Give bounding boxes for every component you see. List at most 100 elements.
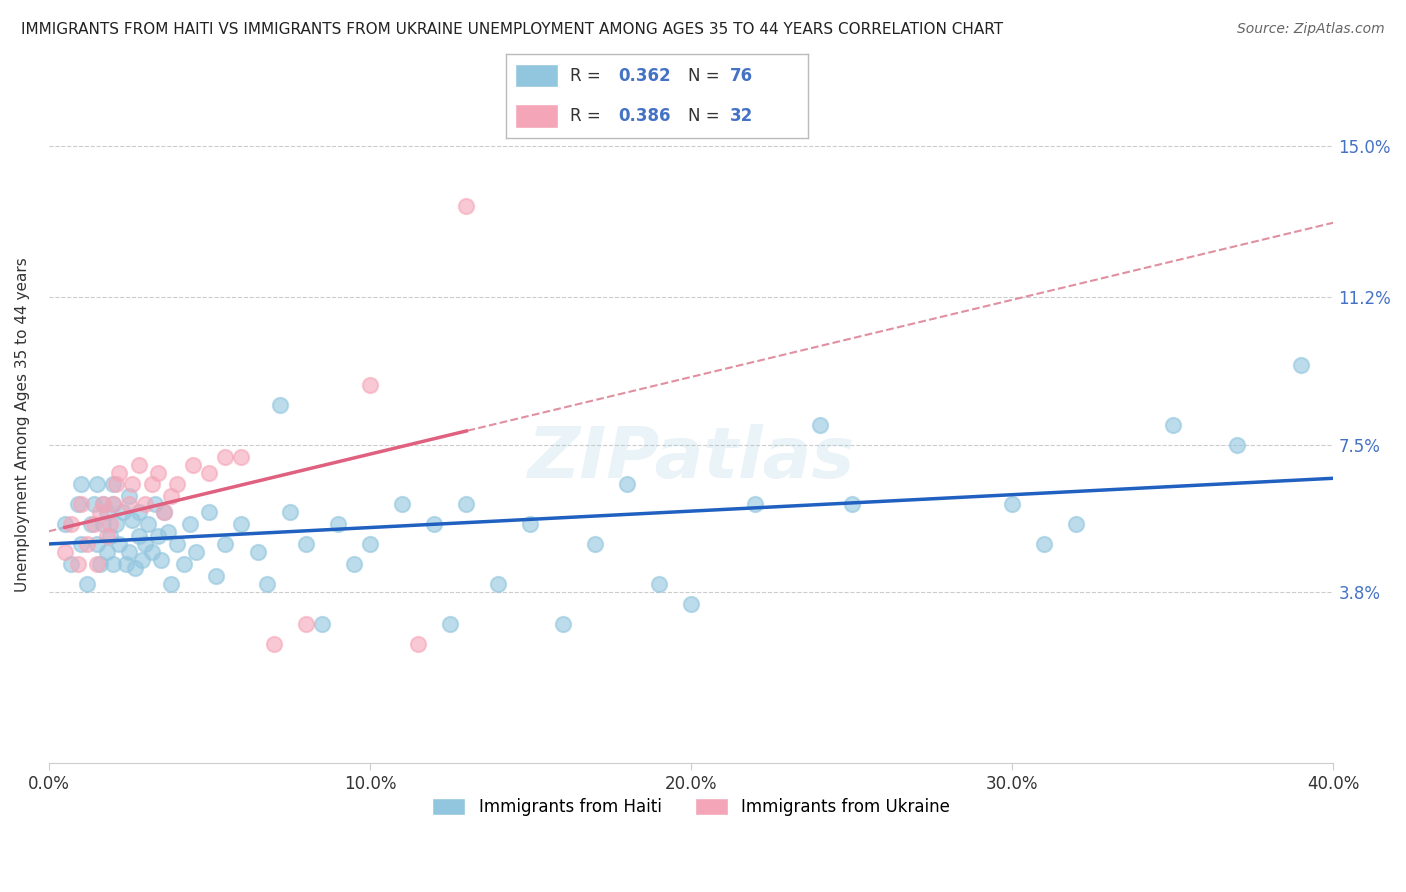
Point	[89, 505, 111, 519]
Point	[246, 545, 269, 559]
Text: IMMIGRANTS FROM HAITI VS IMMIGRANTS FROM UKRAINE UNEMPLOYMENT AMONG AGES 35 TO 4: IMMIGRANTS FROM HAITI VS IMMIGRANTS FROM…	[21, 22, 1004, 37]
Point	[66, 497, 89, 511]
Point	[198, 466, 221, 480]
Point	[118, 545, 141, 559]
Point	[121, 477, 143, 491]
Point	[486, 577, 509, 591]
Point	[141, 545, 163, 559]
Point	[70, 537, 93, 551]
Point	[744, 497, 766, 511]
Text: R =: R =	[569, 107, 606, 125]
Legend: Immigrants from Haiti, Immigrants from Ukraine: Immigrants from Haiti, Immigrants from U…	[425, 791, 957, 822]
Point	[128, 458, 150, 472]
Point	[439, 616, 461, 631]
Point	[294, 537, 316, 551]
Text: R =: R =	[569, 67, 606, 85]
Point	[79, 517, 101, 532]
Point	[114, 557, 136, 571]
FancyBboxPatch shape	[515, 63, 558, 87]
Point	[86, 557, 108, 571]
Point	[269, 398, 291, 412]
Text: 32: 32	[730, 107, 754, 125]
Point	[214, 450, 236, 464]
Point	[98, 529, 121, 543]
Point	[146, 466, 169, 480]
Point	[186, 545, 208, 559]
Point	[93, 497, 115, 511]
Point	[143, 497, 166, 511]
Point	[648, 577, 671, 591]
Point	[808, 417, 831, 432]
Point	[159, 490, 181, 504]
Point	[124, 561, 146, 575]
Point	[60, 517, 83, 532]
Point	[583, 537, 606, 551]
Point	[153, 505, 176, 519]
Text: ZIPatlas: ZIPatlas	[527, 424, 855, 493]
Point	[359, 537, 381, 551]
Point	[456, 199, 478, 213]
Point	[105, 477, 128, 491]
Point	[108, 466, 131, 480]
Point	[519, 517, 541, 532]
Text: 0.386: 0.386	[619, 107, 671, 125]
FancyBboxPatch shape	[515, 104, 558, 128]
Text: N =: N =	[688, 107, 724, 125]
Point	[76, 537, 98, 551]
Point	[198, 505, 221, 519]
Point	[83, 517, 105, 532]
Point	[96, 545, 118, 559]
Point	[179, 517, 201, 532]
Point	[551, 616, 574, 631]
Point	[391, 497, 413, 511]
Point	[101, 497, 124, 511]
Point	[118, 497, 141, 511]
Text: 0.362: 0.362	[619, 67, 671, 85]
Point	[423, 517, 446, 532]
Point	[108, 537, 131, 551]
Point	[53, 545, 76, 559]
Point	[128, 529, 150, 543]
Point	[83, 497, 105, 511]
Point	[359, 378, 381, 392]
Point	[134, 497, 156, 511]
Point	[231, 517, 253, 532]
Point	[101, 557, 124, 571]
Point	[456, 497, 478, 511]
Point	[111, 505, 134, 519]
Point	[681, 597, 703, 611]
Point	[53, 517, 76, 532]
Point	[141, 477, 163, 491]
Point	[89, 557, 111, 571]
Point	[294, 616, 316, 631]
Point	[86, 537, 108, 551]
Point	[136, 517, 159, 532]
Point	[76, 577, 98, 591]
Text: Source: ZipAtlas.com: Source: ZipAtlas.com	[1237, 22, 1385, 37]
Text: 76: 76	[730, 67, 754, 85]
Point	[66, 557, 89, 571]
Point	[96, 505, 118, 519]
Point	[263, 637, 285, 651]
Point	[93, 497, 115, 511]
Point	[101, 477, 124, 491]
Point	[150, 553, 173, 567]
Point	[131, 553, 153, 567]
Point	[60, 557, 83, 571]
Point	[1226, 437, 1249, 451]
Point	[311, 616, 333, 631]
Point	[93, 517, 115, 532]
Point	[343, 557, 366, 571]
Point	[86, 477, 108, 491]
Point	[1291, 358, 1313, 372]
Point	[159, 577, 181, 591]
Point	[153, 505, 176, 519]
Point	[146, 529, 169, 543]
Y-axis label: Unemployment Among Ages 35 to 44 years: Unemployment Among Ages 35 to 44 years	[15, 258, 30, 592]
Point	[1033, 537, 1056, 551]
Point	[173, 557, 195, 571]
Point	[616, 477, 638, 491]
Point	[204, 569, 226, 583]
Point	[118, 490, 141, 504]
Point	[96, 529, 118, 543]
